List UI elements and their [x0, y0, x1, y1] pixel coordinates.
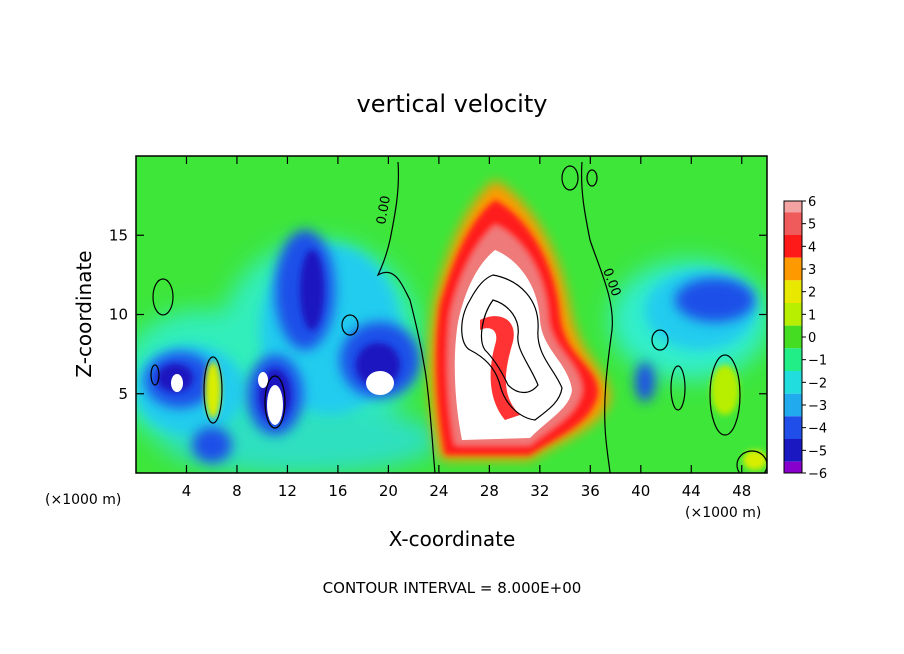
updraft-yellow-1: [205, 362, 221, 418]
contour-left-blob: [152, 278, 174, 316]
field-cyan-bottom: [160, 405, 440, 473]
colorbar-tick-label: −1: [808, 354, 827, 369]
x-tick-label: 16: [328, 482, 347, 500]
updraft-white-core: [454, 250, 572, 440]
y-axis-title: Z-coordinate: [72, 250, 96, 377]
x-axis-ticks: 4 8 12 16 20 24 28 32 36 40 44 48: [182, 156, 751, 500]
colorbar-segment: [784, 303, 802, 326]
x-tick-label: 40: [631, 482, 650, 500]
updraft-red-arm: [480, 316, 520, 420]
colorbar-tick-label: 6: [808, 195, 816, 210]
x-tick-label: 12: [278, 482, 297, 500]
contour-top-mid: [561, 165, 579, 191]
downdraft-right-low: [635, 362, 655, 402]
colorbar-tick-label: −4: [808, 422, 827, 437]
contour-bottom-right: [736, 450, 767, 473]
contour-right-small: [670, 365, 686, 411]
contour-left-small: [150, 364, 160, 386]
colorbar-segment: [784, 439, 802, 462]
colorbar-tick-label: 5: [808, 218, 816, 233]
contour-top-right: [586, 169, 598, 187]
contour-right-blob: [709, 354, 741, 436]
x-tick-label: 48: [732, 482, 751, 500]
x-tick-label: 28: [480, 482, 499, 500]
x-tick-label: 8: [232, 482, 242, 500]
colorbar-segment: [784, 201, 802, 213]
y-tick-label: 5: [118, 385, 128, 403]
x-tick-label: 32: [530, 482, 549, 500]
colorbar-tick-label: −6: [808, 467, 827, 482]
contour-yellow-1: [203, 356, 223, 424]
colorbar-tick-label: 2: [808, 286, 816, 301]
colorbar-segment: [784, 280, 802, 303]
downdraft-white-3: [258, 372, 268, 388]
downdraft-core-3: [300, 250, 324, 330]
updraft-inner-contour: [480, 299, 539, 394]
colorbar-segment: [784, 416, 802, 439]
x-tick-label: 20: [379, 482, 398, 500]
colorbar-segment: [784, 461, 802, 473]
downdraft-white-2: [267, 385, 283, 425]
colorbar-tick-label: −5: [808, 444, 827, 459]
x-unit-label-left: (×1000 m): [45, 492, 121, 508]
x-tick-label: 36: [581, 482, 600, 500]
contour-interval-note: CONTOUR INTERVAL = 8.000E+00: [323, 579, 582, 597]
x-tick-label: 4: [182, 482, 192, 500]
contour-lines: [150, 161, 767, 473]
colorbar-tick-label: 0: [808, 331, 816, 346]
colorbar-segment: [784, 348, 802, 371]
colorbar-tick-label: 4: [808, 240, 816, 255]
contour-white-2: [264, 375, 286, 429]
downdraft-white-4: [366, 371, 394, 395]
colorbar-segment: [784, 325, 802, 349]
updraft-yellow-3: [743, 450, 767, 470]
x-axis-title: X-coordinate: [389, 527, 516, 551]
colorbar-segment: [784, 212, 802, 235]
y-tick-label: 15: [109, 226, 128, 244]
colorbar-tick-label: −3: [808, 399, 827, 414]
zero-contour-main: [376, 161, 436, 473]
y-axis-ticks: 5 10 15: [109, 226, 767, 403]
y-tick-label: 10: [109, 306, 128, 324]
colorbar-tick-label: 1: [808, 308, 816, 323]
contour-mid-small: [341, 314, 359, 336]
colorbar-segment: [784, 371, 802, 394]
zero-contour-right: [580, 161, 613, 473]
velocity-field: [136, 156, 767, 473]
x-unit-label-right: (×1000 m): [685, 505, 761, 521]
x-tick-label: 44: [682, 482, 701, 500]
chart-title: vertical velocity: [357, 90, 548, 118]
updraft-yellow-2: [711, 365, 739, 415]
contour-label: 0.00: [374, 195, 394, 226]
updraft-core-contour: [461, 274, 563, 421]
colorbar-segment: [784, 257, 802, 281]
contour-right-mid: [651, 329, 669, 351]
colorbar-tick-label: 3: [808, 263, 816, 278]
downdraft-white-1: [171, 374, 183, 392]
colorbar-segment: [784, 393, 802, 417]
downdraft-right: [675, 278, 755, 322]
downdraft-bottom: [192, 427, 232, 463]
colorbar: 6 5 4 3 2 1 0 −1 −2 −3 −4 −5 −6: [783, 195, 827, 482]
x-tick-label: 24: [429, 482, 448, 500]
colorbar-tick-label: −2: [808, 376, 827, 391]
colorbar-segment: [784, 235, 802, 258]
